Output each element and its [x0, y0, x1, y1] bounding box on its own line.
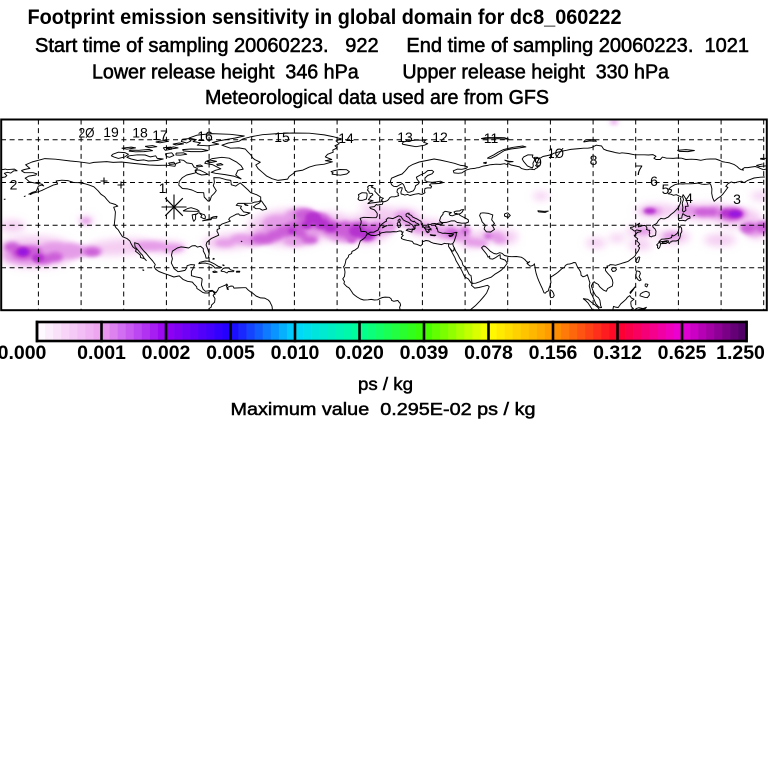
svg-text:13: 13: [397, 129, 413, 145]
svg-text:0.039: 0.039: [400, 342, 449, 364]
svg-text:19: 19: [103, 124, 119, 140]
svg-text:2: 2: [10, 177, 18, 193]
svg-text:1: 1: [159, 180, 167, 196]
svg-text:16: 16: [197, 128, 213, 144]
svg-text:9: 9: [534, 154, 542, 170]
svg-text:12: 12: [432, 129, 448, 145]
svg-text:0.002: 0.002: [142, 342, 191, 364]
svg-text:Meteorological data used are f: Meteorological data used are from GFS: [205, 87, 549, 109]
svg-text:0.156: 0.156: [529, 342, 578, 364]
svg-text:3: 3: [733, 191, 741, 207]
svg-text:0.078: 0.078: [464, 342, 513, 364]
svg-text:0.001: 0.001: [77, 342, 126, 364]
svg-text:5: 5: [662, 181, 670, 197]
svg-text:Footprint emission sensitivity: Footprint emission sensitivity in global…: [28, 6, 622, 29]
svg-text:6: 6: [650, 173, 658, 189]
svg-text:0.312: 0.312: [593, 342, 642, 364]
svg-text:14: 14: [338, 130, 354, 146]
svg-text:0.625: 0.625: [658, 342, 707, 364]
svg-text:0.010: 0.010: [271, 342, 320, 364]
svg-text:0.000: 0.000: [0, 342, 47, 364]
svg-text:0.005: 0.005: [206, 342, 255, 364]
svg-text:Start time of sampling 2006022: Start time of sampling 20060223. 922 End…: [35, 35, 749, 57]
svg-text:7: 7: [635, 162, 643, 178]
svg-text:ps / kg: ps / kg: [358, 374, 413, 394]
svg-text:17: 17: [152, 127, 168, 143]
svg-text:4: 4: [685, 190, 693, 206]
svg-text:Lower release height 346 hPa: Lower release height 346 hPa Upper relea…: [92, 62, 670, 84]
svg-text:0.020: 0.020: [335, 342, 384, 364]
svg-text:15: 15: [274, 129, 290, 145]
svg-text:11: 11: [484, 130, 499, 146]
svg-text:8: 8: [590, 152, 598, 168]
svg-text:1.250: 1.250: [716, 342, 765, 364]
svg-text:2Ø: 2Ø: [79, 125, 95, 141]
svg-text:1Ø: 1Ø: [548, 145, 564, 161]
svg-text:18: 18: [132, 125, 148, 141]
svg-text:Maximum value 0.295E-02 ps /: Maximum value 0.295E-02 ps / kg: [231, 399, 536, 419]
